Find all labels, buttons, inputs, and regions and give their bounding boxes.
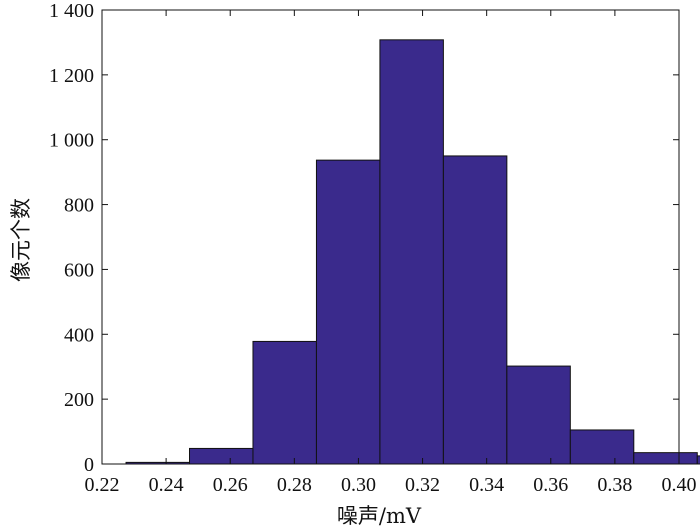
axes-frame (101, 9, 680, 465)
histogram-bar-7 (569, 429, 635, 465)
ticks-layer: 0.22 0.24 0.26 0.28 0.30 0.32 0.34 0.36 0.38 0.40… (49, 0, 697, 496)
x-tick-label-9: 0.40 (662, 474, 697, 496)
histogram-bar-2 (252, 340, 317, 465)
x-tick-label-1: 0.24 (149, 474, 184, 496)
y-tick-label-6: 1 200 (49, 65, 94, 87)
x-tick-label-7: 0.36 (533, 474, 568, 496)
y-tick-label-2: 400 (64, 324, 94, 346)
x-tick-label-3: 0.28 (277, 474, 312, 496)
y-tick-label-7: 1 400 (49, 0, 94, 22)
y-tick-label-4: 800 (64, 195, 94, 217)
axes-layer (101, 9, 680, 465)
x-axis-title: 噪声/mV (337, 504, 422, 528)
x-tick-label-6: 0.34 (469, 474, 504, 496)
histogram-bar-4 (379, 39, 444, 465)
x-tick-label-5: 0.32 (405, 474, 440, 496)
histogram-bar-1 (189, 447, 254, 465)
y-tick-label-5: 1 000 (49, 130, 94, 152)
histogram-bar-6 (506, 365, 571, 465)
x-tick-label-2: 0.26 (213, 474, 248, 496)
y-axis-title: 像元个数 (9, 198, 33, 282)
x-tick-label-4: 0.30 (341, 474, 376, 496)
histogram-bar-5 (442, 155, 508, 465)
histogram-bar-9 (696, 455, 700, 465)
y-tick-label-0: 0 (84, 454, 94, 476)
x-tick-label-0: 0.22 (85, 474, 120, 496)
y-tick-label-3: 600 (64, 259, 94, 281)
y-tick-label-1: 200 (64, 389, 94, 411)
histogram-bar-8 (633, 452, 698, 465)
bars-layer (125, 39, 700, 465)
histogram-bar-3 (315, 159, 381, 465)
x-tick-label-8: 0.38 (597, 474, 632, 496)
